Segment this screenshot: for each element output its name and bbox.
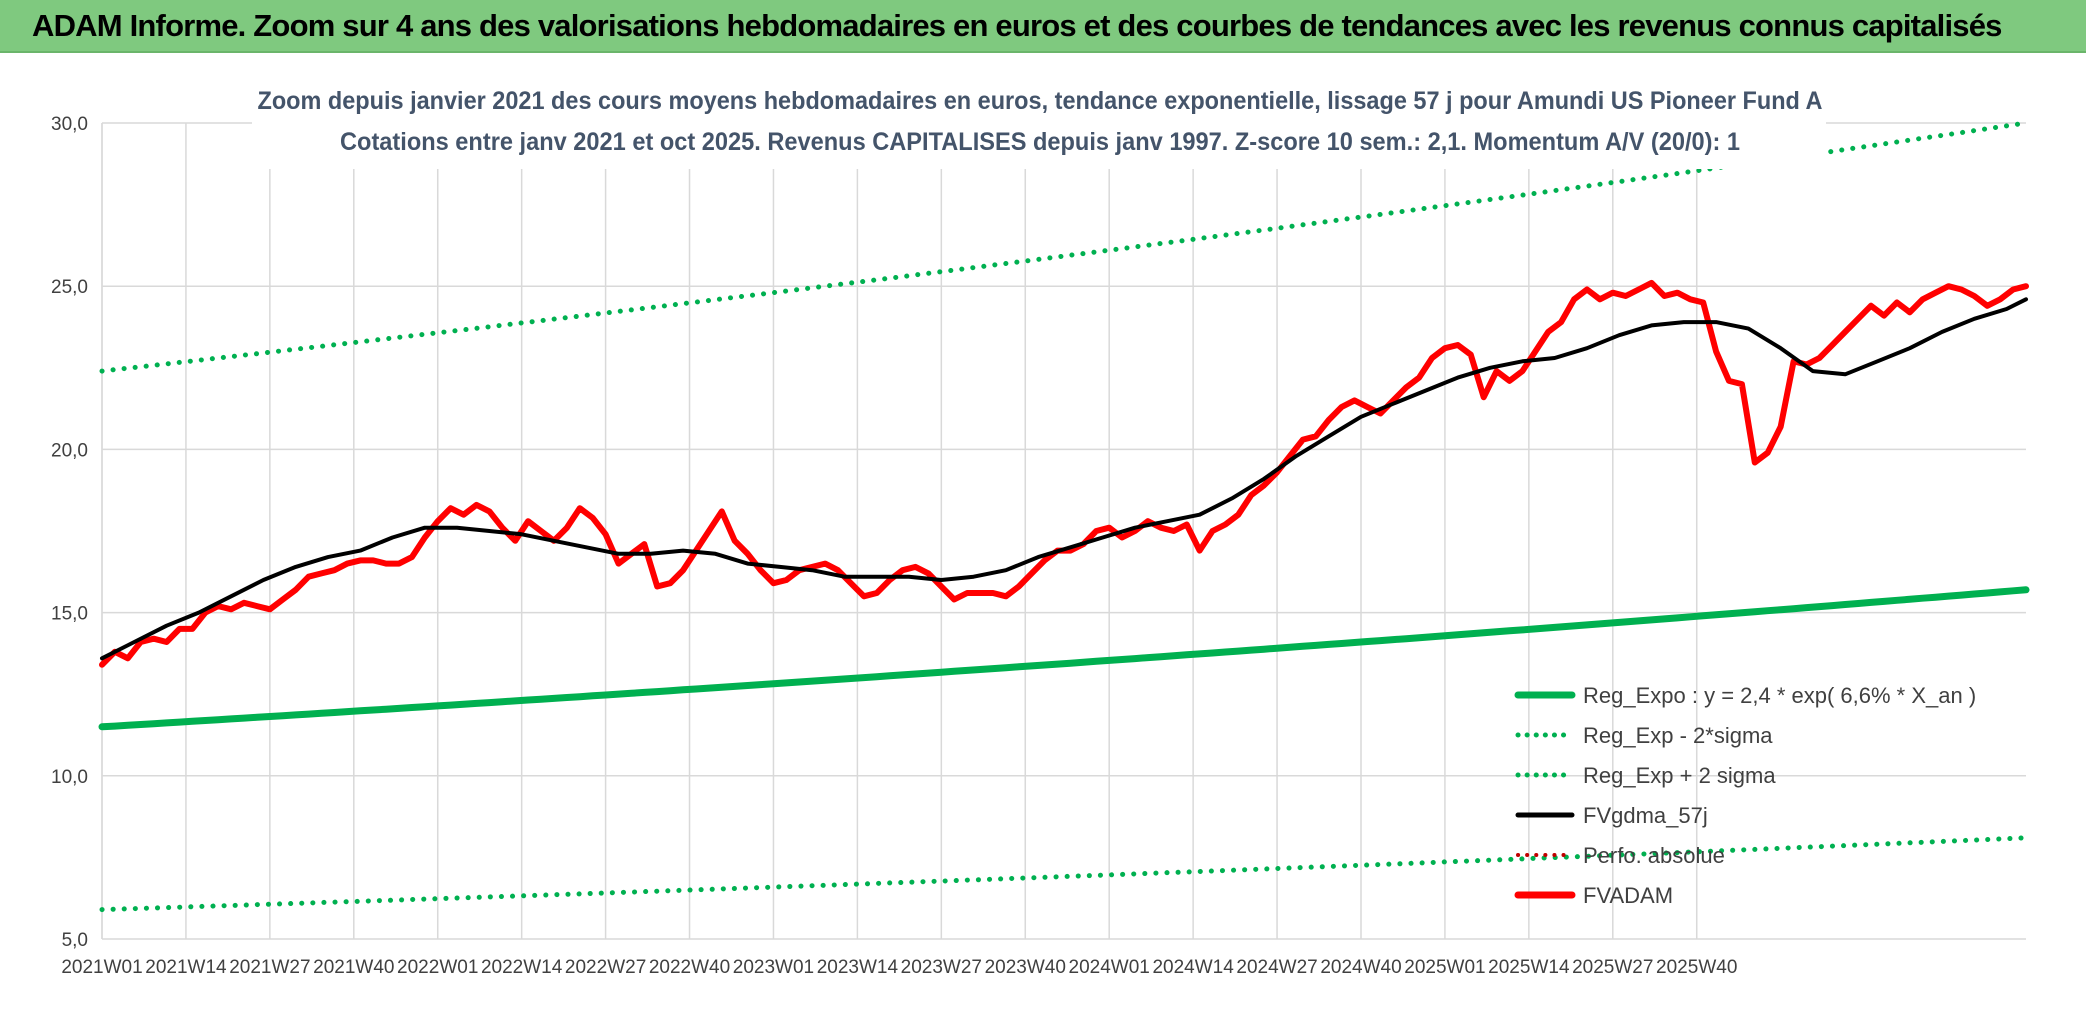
x-tick-label: 2021W40: [313, 957, 394, 978]
legend-label: Perfo. absolue: [1583, 843, 1725, 868]
x-tick-label: 2022W27: [565, 957, 646, 978]
x-tick-label: 2021W01: [61, 957, 142, 978]
legend-reg-exp-plus-2-sigma: Reg_Exp + 2 sigma: [1515, 763, 1776, 788]
x-axis: 2021W01 2021W14 2021W27 2021W40 2022W01 2022W…: [61, 957, 1737, 978]
x-tick-label: 2024W40: [1320, 957, 1401, 978]
legend-fvgdma-57j: FVgdma_57j: [1515, 803, 1708, 828]
series-reg-exp-plus-2-sigma: [99, 120, 2029, 374]
chart-title-line1: Zoom depuis janvier 2021 des cours moyen…: [258, 87, 1823, 115]
y-tick-label: 5,0: [62, 930, 88, 951]
legend-label: FVADAM: [1583, 883, 1673, 908]
x-tick-label: 2023W40: [985, 957, 1066, 978]
y-tick-label: 10,0: [51, 767, 88, 788]
x-tick-label: 2025W01: [1404, 957, 1485, 978]
legend-reg-expo: Reg_Expo : y = 2,4 * exp( 6,6% * X_an ): [1514, 683, 1976, 708]
chart-area: 5,0 10,0 15,0 20,0 25,0 30,0 2021W01 2021W14 20…: [0, 53, 2086, 1031]
valuation-chart: 5,010,015,020,025,030,0 2021W01 2021W14 20…: [51, 73, 2030, 978]
series-group: [98, 120, 2030, 913]
y-tick-label: 25,0: [51, 277, 88, 298]
x-tick-label: 2025W27: [1572, 957, 1653, 978]
y-tick-label: 20,0: [51, 440, 88, 461]
x-tick-label: 2021W14: [145, 957, 227, 978]
series-fvgdma-57j: [100, 297, 2028, 661]
y-tick-label: 15,0: [51, 604, 88, 625]
x-tick-label: 2023W01: [733, 957, 814, 978]
legend: Reg_Expo : y = 2,4 * exp( 6,6% * X_an ) R…: [1514, 683, 1976, 908]
chart-title-line2: Cotations entre janv 2021 et oct 2025. R…: [340, 128, 1740, 156]
x-tick-label: 2025W40: [1656, 957, 1737, 978]
report-title: ADAM Informe. Zoom sur 4 ans des valoris…: [32, 8, 2002, 43]
legend-label: Reg_Exp + 2 sigma: [1583, 763, 1776, 788]
legend-label: FVgdma_57j: [1583, 803, 1708, 828]
y-tick-label: 30,0: [51, 114, 88, 135]
legend-reg-exp-minus-2-sigma: Reg_Exp - 2*sigma: [1515, 723, 1773, 748]
x-tick-label: 2023W14: [817, 957, 899, 978]
legend-perfo-absolue: Perfo. absolue: [1516, 843, 1725, 868]
chart-title-box: Zoom depuis janvier 2021 des cours moyen…: [252, 73, 1826, 169]
x-tick-label: 2021W27: [229, 957, 310, 978]
report-banner: ADAM Informe. Zoom sur 4 ans des valoris…: [0, 0, 2086, 53]
x-tick-label: 2025W14: [1488, 957, 1570, 978]
legend-label: Reg_Expo : y = 2,4 * exp( 6,6% * X_an ): [1583, 683, 1976, 708]
x-tick-label: 2022W01: [397, 957, 478, 978]
x-tick-label: 2022W40: [649, 957, 730, 978]
x-tick-label: 2024W14: [1152, 957, 1234, 978]
x-tick-label: 2022W14: [481, 957, 563, 978]
x-tick-label: 2023W27: [901, 957, 982, 978]
grid-lines: [101, 122, 2026, 940]
y-axis: 5,0 10,0 15,0 20,0 25,0 30,0: [51, 114, 88, 951]
series-reg-expo: [98, 586, 2030, 731]
x-tick-label: 2024W27: [1236, 957, 1317, 978]
series-reg-exp-minus-2-sigma: [99, 835, 2029, 913]
x-tick-label: 2024W01: [1069, 957, 1150, 978]
legend-label: Reg_Exp - 2*sigma: [1583, 723, 1773, 748]
legend-fvadam: FVADAM: [1514, 883, 1673, 908]
